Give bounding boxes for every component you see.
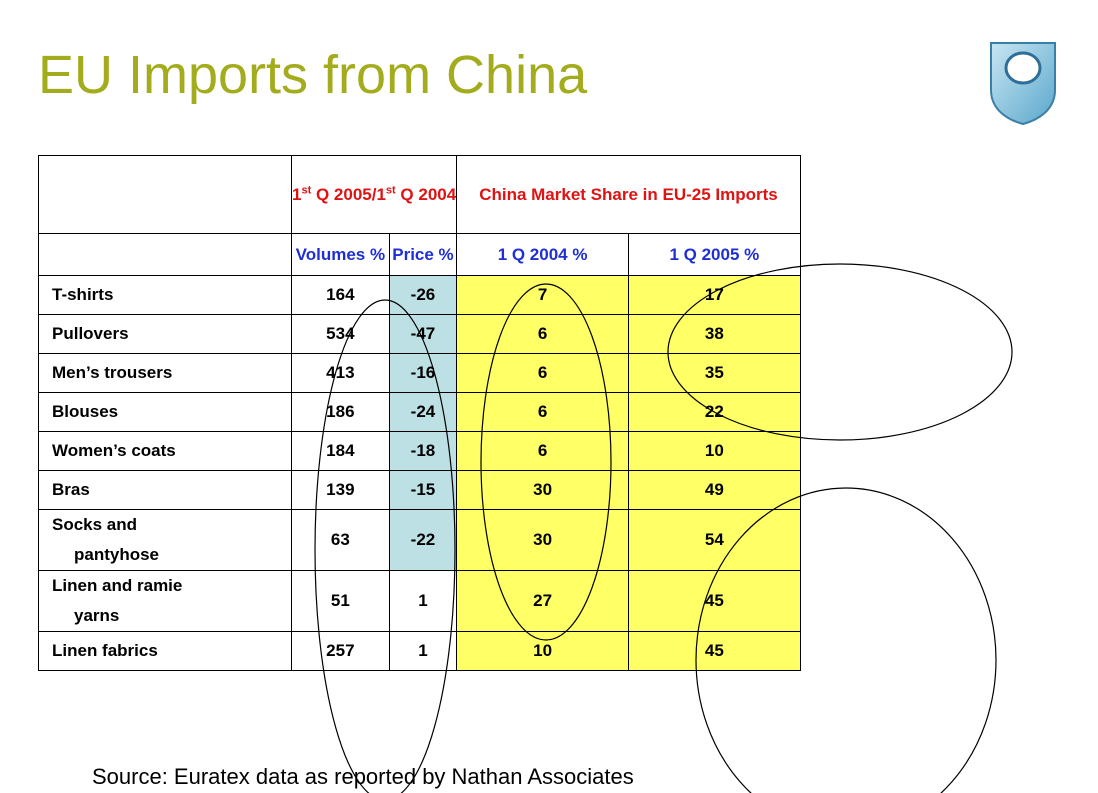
table-row: Blouses 186 -24 6 22 [38, 392, 801, 432]
header-volumes: Volumes % [291, 233, 390, 276]
row-label: Pullovers [38, 314, 292, 354]
table-row: Linen fabrics 257 1 10 45 [38, 631, 801, 671]
price-cell: 1 [388, 570, 458, 632]
header-row-columns: Volumes % Price % 1 Q 2004 % 1 Q 2005 % [38, 233, 801, 276]
share-2005-cell: 35 [627, 353, 801, 393]
row-label-line: Men’s trousers [52, 363, 173, 382]
price-cell: -18 [388, 431, 458, 471]
row-label: Socks and pantyhose [38, 509, 292, 571]
imports-table: 1st Q 2005/1st Q 2004 China Market Share… [38, 155, 801, 671]
header-quarter-sup: st [385, 183, 396, 196]
table-row: Bras 139 -15 30 49 [38, 470, 801, 510]
share-2005-cell: 54 [627, 509, 801, 571]
header-share-2004: 1 Q 2004 % [456, 233, 629, 276]
share-2005-cell: 45 [627, 631, 801, 671]
row-label-line: Pullovers [52, 324, 129, 343]
row-label: T-shirts [38, 275, 292, 315]
row-label: Blouses [38, 392, 292, 432]
share-2005-cell: 38 [627, 314, 801, 354]
header-market-share-text: China Market Share in EU-25 Imports [479, 184, 778, 204]
volumes-cell: 186 [291, 392, 390, 432]
open-university-shield-logo [990, 42, 1056, 126]
row-label-line: T-shirts [52, 285, 114, 304]
header-quarter-sup: st [301, 183, 312, 196]
row-label: Men’s trousers [38, 353, 292, 393]
share-2004-cell: 6 [456, 314, 629, 354]
table-row: Linen and ramie yarns 51 1 27 45 [38, 570, 801, 632]
table-row: T-shirts 164 -26 7 17 [38, 275, 801, 315]
row-label: Linen fabrics [38, 631, 292, 671]
price-cell: -24 [388, 392, 458, 432]
table-row: Pullovers 534 -47 6 38 [38, 314, 801, 354]
row-label-line: yarns [74, 606, 120, 625]
header-quarter-part: 1 [292, 184, 302, 204]
table-row: Women’s coats 184 -18 6 10 [38, 431, 801, 471]
share-2005-cell: 17 [627, 275, 801, 315]
share-2005-cell: 10 [627, 431, 801, 471]
share-2004-cell: 6 [456, 392, 629, 432]
share-2004-cell: 6 [456, 353, 629, 393]
header-row-groups: 1st Q 2005/1st Q 2004 China Market Share… [38, 155, 801, 234]
header-share-2005: 1 Q 2005 % [627, 233, 801, 276]
volumes-cell: 139 [291, 470, 390, 510]
share-2004-cell: 7 [456, 275, 629, 315]
source-note: Source: Euratex data as reported by Nath… [92, 764, 634, 789]
volumes-cell: 164 [291, 275, 390, 315]
row-label-line: Linen fabrics [52, 641, 158, 660]
share-2004-cell: 30 [456, 509, 629, 571]
price-cell: 1 [388, 631, 458, 671]
volumes-cell: 257 [291, 631, 390, 671]
share-2005-cell: 49 [627, 470, 801, 510]
row-label-line: Women’s coats [52, 441, 176, 460]
volumes-cell: 63 [291, 509, 390, 571]
row-label-line: pantyhose [74, 545, 160, 564]
table-row: Men’s trousers 413 -16 6 35 [38, 353, 801, 393]
volumes-cell: 184 [291, 431, 390, 471]
price-cell: -16 [388, 353, 458, 393]
price-cell: -26 [388, 275, 458, 315]
header-quarter-part: Q 2005/1 [311, 184, 386, 204]
header-empty-cell [38, 155, 292, 234]
row-label: Bras [38, 470, 292, 510]
share-2004-cell: 27 [456, 570, 629, 632]
header-market-share: China Market Share in EU-25 Imports [456, 155, 801, 234]
volumes-cell: 413 [291, 353, 390, 393]
share-2005-cell: 22 [627, 392, 801, 432]
share-2004-cell: 30 [456, 470, 629, 510]
header-quarter-comparison: 1st Q 2005/1st Q 2004 [290, 155, 458, 234]
volumes-cell: 51 [291, 570, 390, 632]
slide-title: EU Imports from China [38, 45, 588, 105]
share-2004-cell: 10 [456, 631, 629, 671]
table-row: Socks and pantyhose 63 -22 30 54 [38, 509, 801, 571]
price-cell: -15 [388, 470, 458, 510]
row-label-line: Blouses [52, 402, 119, 421]
volumes-cell: 534 [291, 314, 390, 354]
share-2004-cell: 6 [456, 431, 629, 471]
row-label-line: Socks and [52, 515, 138, 534]
row-label-line: Linen and ramie [52, 576, 183, 595]
price-cell: -22 [388, 509, 458, 571]
row-label: Linen and ramie yarns [38, 570, 292, 632]
row-label-line: Bras [52, 480, 90, 499]
share-2005-cell: 45 [627, 570, 801, 632]
header-price: Price % [388, 233, 458, 276]
row-label: Women’s coats [38, 431, 292, 471]
header-empty-cell [38, 233, 292, 276]
header-quarter-part: Q 2004 [395, 184, 457, 204]
price-cell: -47 [388, 314, 458, 354]
